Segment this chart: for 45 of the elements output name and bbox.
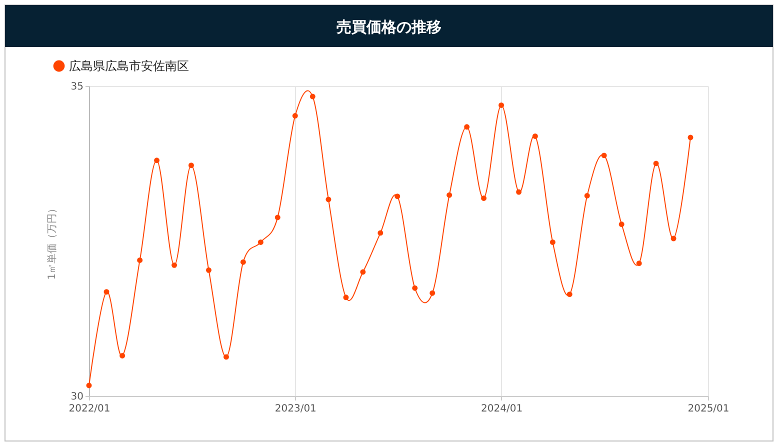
point xyxy=(566,292,572,298)
x-tick-label: 2025/01 xyxy=(688,404,730,414)
point xyxy=(326,196,332,202)
chart-title: 売買価格の推移 xyxy=(336,18,442,36)
point xyxy=(224,354,229,360)
point xyxy=(550,240,556,245)
point xyxy=(360,269,366,275)
point xyxy=(172,262,178,268)
y-tick-label: 35 xyxy=(70,82,84,92)
point xyxy=(292,113,298,118)
point xyxy=(310,94,316,100)
point xyxy=(154,158,160,164)
point xyxy=(120,352,126,358)
point xyxy=(601,152,607,158)
point xyxy=(378,230,384,236)
point xyxy=(430,290,436,296)
point xyxy=(618,222,624,227)
point xyxy=(206,267,212,273)
point xyxy=(394,194,400,200)
point xyxy=(516,189,522,195)
x-tick-label: 2022/01 xyxy=(68,404,110,414)
point xyxy=(104,289,110,295)
point xyxy=(446,192,452,198)
point xyxy=(670,236,676,242)
point xyxy=(584,193,590,198)
x-tick-label: 2023/01 xyxy=(274,404,316,414)
point xyxy=(688,134,694,140)
point xyxy=(636,260,642,266)
point xyxy=(240,259,246,265)
point xyxy=(498,102,504,108)
point xyxy=(653,160,659,166)
point xyxy=(412,285,418,291)
point xyxy=(343,294,349,300)
point xyxy=(532,133,538,139)
point xyxy=(258,240,264,245)
x-tick-label: 2024/01 xyxy=(481,404,523,414)
point xyxy=(481,195,487,201)
point xyxy=(464,124,470,130)
point xyxy=(188,162,194,168)
point xyxy=(86,382,92,388)
point xyxy=(137,257,143,263)
point xyxy=(274,214,280,220)
y-axis-title: 1㎡単価（万円） xyxy=(46,203,58,280)
y-tick-label: 30 xyxy=(70,392,84,402)
legend-label: 広島県広島市安佐南区 xyxy=(69,59,189,73)
